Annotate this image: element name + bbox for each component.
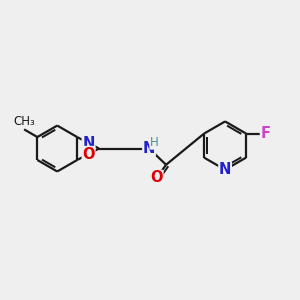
Text: F: F bbox=[260, 126, 270, 141]
Text: O: O bbox=[82, 146, 95, 161]
Text: N: N bbox=[219, 162, 231, 177]
Text: CH₃: CH₃ bbox=[13, 115, 35, 128]
Text: N: N bbox=[82, 136, 95, 151]
Text: O: O bbox=[150, 170, 163, 185]
Text: N: N bbox=[143, 141, 155, 156]
Text: H: H bbox=[150, 136, 158, 149]
